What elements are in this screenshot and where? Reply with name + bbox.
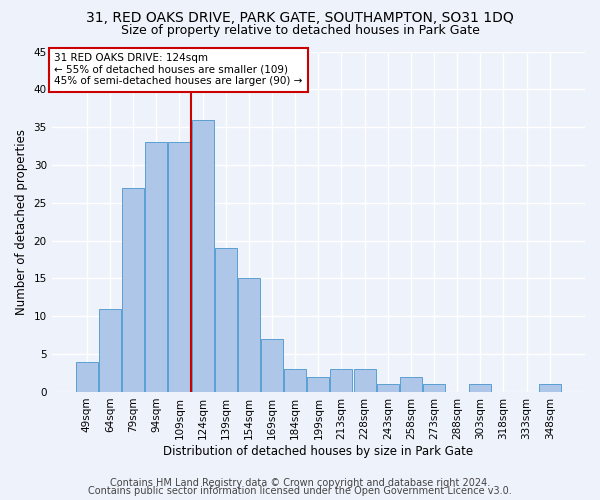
Bar <box>423 384 445 392</box>
Bar <box>122 188 144 392</box>
Y-axis label: Number of detached properties: Number of detached properties <box>15 128 28 314</box>
Text: Size of property relative to detached houses in Park Gate: Size of property relative to detached ho… <box>121 24 479 37</box>
Text: 31, RED OAKS DRIVE, PARK GATE, SOUTHAMPTON, SO31 1DQ: 31, RED OAKS DRIVE, PARK GATE, SOUTHAMPT… <box>86 11 514 25</box>
Bar <box>469 384 491 392</box>
Bar <box>307 377 329 392</box>
Text: Contains HM Land Registry data © Crown copyright and database right 2024.: Contains HM Land Registry data © Crown c… <box>110 478 490 488</box>
Text: 31 RED OAKS DRIVE: 124sqm
← 55% of detached houses are smaller (109)
45% of semi: 31 RED OAKS DRIVE: 124sqm ← 55% of detac… <box>55 53 303 86</box>
Bar <box>145 142 167 392</box>
Bar <box>191 120 214 392</box>
Bar <box>169 142 190 392</box>
Text: Contains public sector information licensed under the Open Government Licence v3: Contains public sector information licen… <box>88 486 512 496</box>
Bar <box>215 248 237 392</box>
Bar <box>377 384 399 392</box>
Bar <box>353 370 376 392</box>
Bar <box>261 339 283 392</box>
Bar <box>331 370 352 392</box>
Bar <box>400 377 422 392</box>
Bar <box>238 278 260 392</box>
Bar <box>539 384 561 392</box>
Bar <box>76 362 98 392</box>
Bar <box>284 370 306 392</box>
Bar <box>99 308 121 392</box>
X-axis label: Distribution of detached houses by size in Park Gate: Distribution of detached houses by size … <box>163 444 473 458</box>
